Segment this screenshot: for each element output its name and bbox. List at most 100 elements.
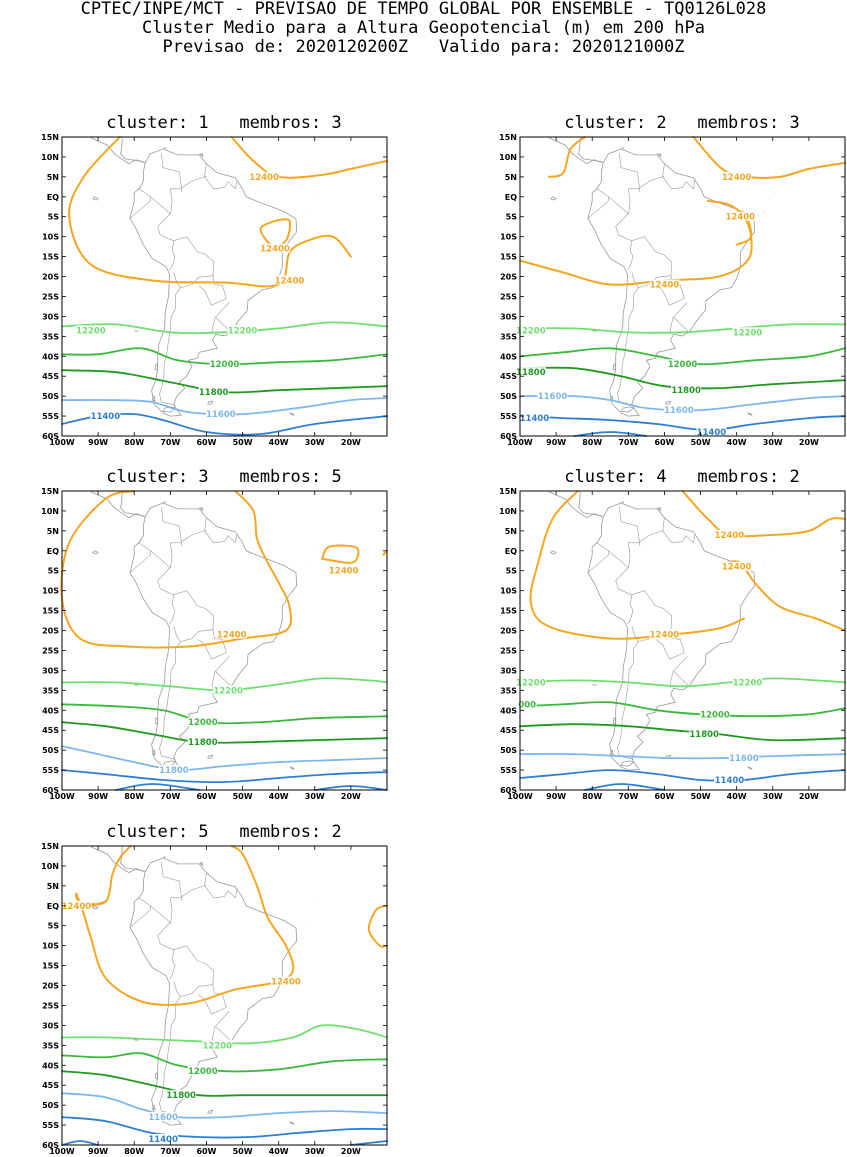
contour-label-bg [663,405,694,415]
lon-tick-label: 30W [305,792,325,801]
map-frame [519,490,846,791]
lon-tick-label: 30W [305,1147,325,1156]
lat-tick-label: 30S [500,666,517,675]
lon-tick-label: 30W [763,792,783,801]
contour-11800 [61,1070,388,1097]
lat-tick-label: EQ [47,902,59,911]
contour-12400 [259,218,292,247]
lat-tick-label: 15N [41,842,59,851]
lat-tick-label: EQ [505,193,517,202]
lon-tick-label: 70W [618,792,638,801]
map-frame [519,136,846,437]
lat-tick-label: 15N [41,487,59,496]
contour-11600 [519,753,846,760]
lat-tick-label: 20S [42,273,59,282]
contour-label-bg [689,729,720,739]
lon-tick-label: 60W [654,792,674,801]
contour-label-11400: 11400 [91,412,121,422]
contour-12200 [61,677,388,692]
lat-tick-label: 40S [42,1061,59,1070]
contour-label-bg [202,1040,233,1050]
contour-11400 [584,783,666,791]
map-frame [61,490,388,791]
contour-12400 [68,136,352,288]
contour-11400 [573,431,648,437]
lat-tick-label: 30S [42,666,59,675]
lon-tick-label: 90W [88,438,108,447]
lat-tick-label: 10N [41,862,59,871]
contour-label-11600: 11600 [664,406,694,416]
contour-label-12400: 12400 [62,902,92,912]
contour-label-bg [227,325,258,335]
lon-tick-label: 50W [233,1147,253,1156]
contour-label-12200: 12200 [516,326,546,336]
map-panel-cluster-1: cluster: 1 membros: 3 12400 12400 12400 122… [41,113,389,447]
lat-tick-label: 5N [505,173,517,182]
lat-tick-label: 50S [42,392,59,401]
lat-tick-label: 5N [505,527,517,536]
map-canvas: 12400 12400 12400 12200 12200 12000 11800 11600… [41,133,388,447]
contour-label-bg [732,327,763,337]
lon-tick-label: 50W [691,792,711,801]
lat-tick-label: 15N [499,133,517,142]
contour-12400 [75,845,295,1006]
contour-label-bg [537,391,568,401]
lat-tick-label: EQ [47,193,59,202]
contour-11800 [519,723,846,742]
lat-tick-label: 55S [42,1121,59,1130]
contour-11600 [61,745,388,772]
lat-tick-label: 15N [499,487,517,496]
contour-label-12400: 12400 [715,531,745,541]
lon-tick-label: 80W [582,792,602,801]
lon-tick-label: 80W [582,438,602,447]
lon-tick-label: 80W [124,438,144,447]
lat-tick-label: 10N [41,507,59,516]
contour-label-bg [519,413,550,423]
lat-tick-label: EQ [505,547,517,556]
lat-tick-label: EQ [47,547,59,556]
panel-title: cluster: 3 membros: 5 [106,467,342,487]
contour-label-bg [148,1112,179,1122]
lon-tick-label: 90W [88,1147,108,1156]
contour-label-12200: 12200 [516,678,546,688]
contour-label-12200: 12200 [733,328,763,338]
coastline-layer [548,490,776,771]
map-frame [61,136,388,437]
contour-12400 [60,490,293,649]
contour-12200 [61,1024,388,1045]
lat-tick-label: 15S [42,962,59,971]
lon-tick-label: 70W [160,792,180,801]
lat-tick-label: 35S [500,686,517,695]
lon-tick-label: 40W [269,792,289,801]
map-frame [61,845,388,1146]
lon-tick-label: 70W [160,1147,180,1156]
contour-12400 [367,904,388,948]
lat-tick-label: 5N [47,882,59,891]
panel-title: cluster: 1 membros: 3 [106,113,342,133]
contour-label-12400: 12400 [722,563,752,573]
lat-tick-label: 40S [42,706,59,715]
contour-12200 [61,321,388,334]
lat-tick-label: 10S [42,587,59,596]
lat-tick-label: 45S [42,726,59,735]
contour-11400 [61,1140,99,1146]
contour-label-bg [728,753,759,763]
contour-label-12400: 12400 [329,567,359,577]
lat-tick-label: 25S [42,646,59,655]
contour-label-12200: 12200 [202,1041,232,1051]
lat-tick-label: 10N [499,507,517,516]
panel-title: cluster: 2 membros: 3 [564,113,800,133]
lat-tick-label: 30S [500,312,517,321]
contour-label-bg [732,677,763,687]
contour-label-12400: 12400 [249,173,279,183]
contour-label-bg [517,699,537,709]
contour-label-bg [187,717,218,727]
lon-tick-label: 100W [507,792,533,801]
contour-12200 [519,323,846,334]
lon-tick-label: 90W [88,792,108,801]
lon-tick-label: 20W [799,438,819,447]
contour-label-bg [187,737,218,747]
lat-tick-label: 60S [500,786,517,795]
contour-12000 [61,1052,388,1073]
coastline-layer [548,136,776,417]
